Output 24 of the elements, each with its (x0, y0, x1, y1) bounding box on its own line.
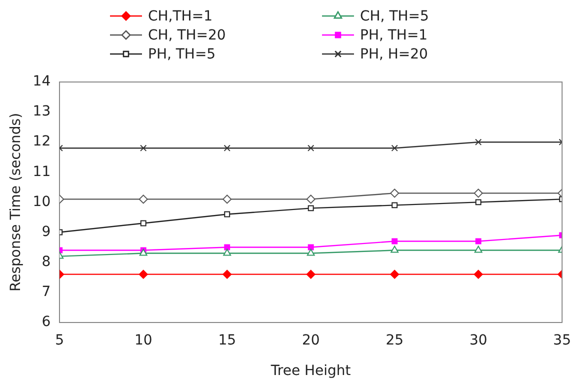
y-axis-title: Response Time (seconds) (8, 112, 24, 292)
x-tick-label: 20 (302, 332, 320, 348)
legend-label: CH, TH=20 (148, 28, 226, 44)
legend-label: PH, H=20 (360, 46, 428, 63)
legend-label: PH, TH=1 (360, 28, 428, 44)
x-tick-label: 35 (553, 332, 572, 348)
y-tick-label: 14 (32, 74, 51, 90)
y-tick-label: 12 (32, 134, 51, 150)
y-tick-label: 13 (32, 104, 51, 120)
y-tick-label: 8 (42, 254, 51, 270)
x-tick-label: 5 (55, 332, 64, 348)
legend-label: CH,TH=1 (148, 8, 212, 25)
x-axis-title: Tree Height (270, 363, 352, 380)
y-tick-label: 10 (32, 194, 51, 210)
y-tick-label: 6 (42, 314, 51, 330)
y-tick-label: 7 (42, 284, 51, 300)
y-tick-label: 9 (42, 224, 51, 240)
y-tick-label: 11 (32, 164, 51, 180)
x-tick-label: 15 (218, 332, 236, 348)
x-tick-label: 10 (134, 332, 152, 348)
legend-label: PH, TH=5 (148, 46, 216, 63)
x-tick-label: 25 (386, 332, 404, 348)
legend-label: CH, TH=5 (360, 8, 429, 25)
x-tick-label: 30 (469, 332, 488, 348)
